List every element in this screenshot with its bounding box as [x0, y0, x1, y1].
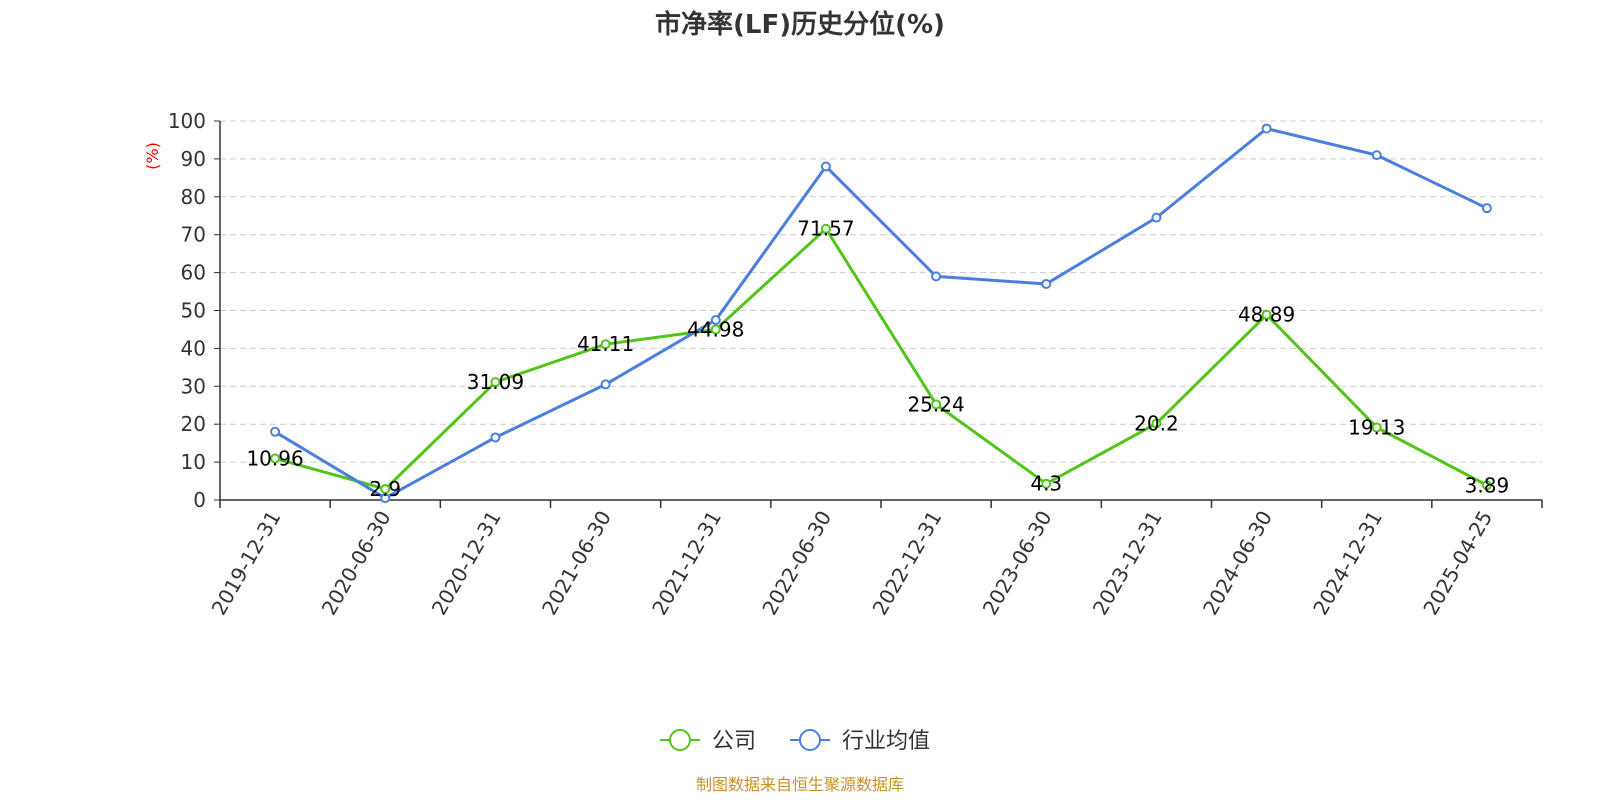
y-tick-label: 0 — [193, 488, 206, 512]
legend-label: 公司 — [712, 729, 756, 754]
data-point — [380, 493, 391, 504]
x-tick-label: 2020-06-30 — [317, 507, 396, 620]
x-tick-label: 2024-06-30 — [1198, 507, 1277, 620]
x-tick-label: 2019-12-31 — [207, 507, 286, 620]
data-point — [1371, 150, 1382, 161]
data-label: 3.89 — [1465, 473, 1510, 497]
y-tick-label: 100 — [168, 109, 206, 133]
y-tick-label: 80 — [181, 185, 206, 209]
series-line-0 — [274, 227, 1488, 491]
data-label: 31.09 — [467, 370, 524, 394]
grid-lines — [220, 120, 1542, 463]
data-point — [1261, 309, 1272, 320]
x-tick-label: 2024-12-31 — [1308, 507, 1387, 620]
chart-title: 市净率(LF)历史分位(%) — [655, 9, 945, 40]
y-axis-label: (%) — [143, 142, 162, 170]
data-point — [490, 432, 501, 443]
data-point — [710, 324, 721, 335]
data-point — [931, 271, 942, 282]
data-labels: 10.96 2.9 31.09 41.11 44.98 71.57 25.24 4.3 20.2… — [246, 217, 1509, 501]
data-label: 4.3 — [1030, 472, 1062, 496]
y-tick-label: 40 — [181, 336, 206, 360]
data-point — [270, 426, 281, 437]
y-tick-label: 90 — [181, 147, 206, 171]
data-label: 41.11 — [577, 332, 634, 356]
x-tick-label: 2025-04-25 — [1418, 507, 1497, 620]
legend-marker-icon — [799, 729, 821, 751]
data-point — [710, 314, 721, 325]
y-tick-label: 70 — [181, 223, 206, 247]
data-label: 44.98 — [687, 318, 744, 342]
x-tick-label: 2023-06-30 — [978, 507, 1057, 620]
series-line-1 — [274, 127, 1488, 500]
x-tick-label: 2021-12-31 — [647, 507, 726, 620]
x-tick-label: 2021-06-30 — [537, 507, 616, 620]
data-label: 71.57 — [797, 217, 854, 241]
legend-item-1[interactable]: 行业均值 — [790, 729, 930, 754]
y-tick-label: 10 — [181, 450, 206, 474]
data-point — [380, 484, 391, 495]
data-point — [1151, 418, 1162, 429]
data-point — [600, 379, 611, 390]
data-point — [820, 161, 831, 172]
source-note: 制图数据来自恒生聚源数据库 — [696, 775, 904, 794]
legend[interactable]: 公司 行业均值 — [660, 729, 930, 754]
series-lines — [270, 123, 1492, 504]
data-point — [1041, 278, 1052, 289]
data-point — [490, 377, 501, 388]
data-point — [600, 339, 611, 350]
data-label: 48.89 — [1238, 303, 1295, 327]
data-point — [931, 399, 942, 410]
axes: 0 10 20 30 40 50 60 70 80 90 100 2019-12-31 2020-06-… — [168, 109, 1543, 620]
x-tick-label: 2020-12-31 — [427, 506, 506, 619]
data-point — [1371, 422, 1382, 433]
x-tick-label: 2023-12-31 — [1088, 507, 1167, 620]
legend-item-0[interactable]: 公司 — [660, 729, 756, 754]
data-point — [1481, 480, 1492, 491]
y-tick-label: 30 — [181, 374, 206, 398]
x-tick-label: 2022-12-31 — [868, 506, 947, 619]
legend-label: 行业均值 — [842, 729, 930, 754]
legend-marker-icon — [669, 729, 691, 751]
data-point — [1261, 123, 1272, 134]
data-label: 20.2 — [1134, 411, 1179, 435]
y-tick-label: 60 — [181, 261, 206, 285]
y-tick-label: 50 — [181, 299, 206, 323]
data-point — [1041, 478, 1052, 489]
x-tick-label: 2022-06-30 — [757, 507, 836, 620]
data-point — [1481, 203, 1492, 214]
data-point — [820, 223, 831, 234]
y-tick-label: 20 — [181, 412, 206, 436]
data-label: 19.13 — [1348, 415, 1405, 439]
data-label: 2.9 — [369, 477, 401, 501]
data-point — [270, 453, 281, 464]
data-label: 25.24 — [907, 392, 964, 416]
data-label: 10.96 — [246, 446, 303, 470]
data-point — [1151, 212, 1162, 223]
